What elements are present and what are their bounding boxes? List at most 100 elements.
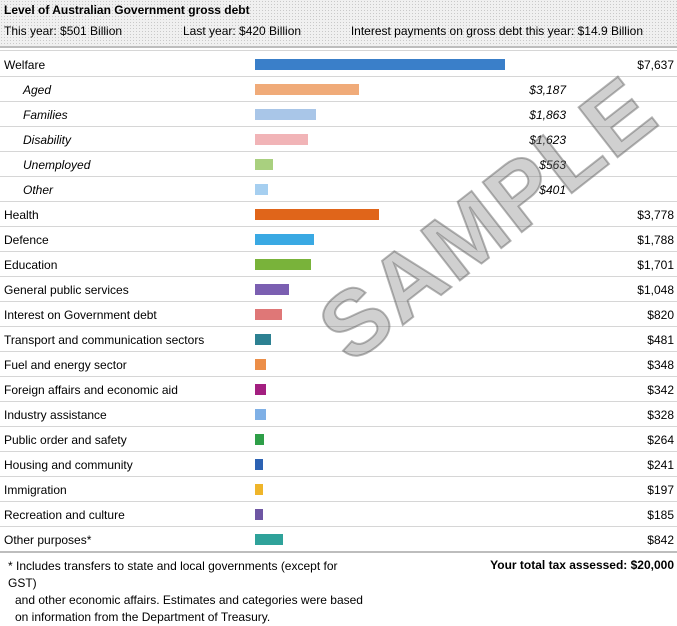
bar-row: Defence $1,788 (0, 227, 677, 252)
row-divider (0, 426, 677, 427)
row-divider (0, 301, 677, 302)
bar-label: General public services (4, 283, 129, 297)
bar-label: Transport and communication sectors (4, 333, 205, 347)
bar-row: Welfare $7,637 (0, 52, 677, 77)
row-divider (0, 501, 677, 502)
footnote-line-1: * Includes transfers to state and local … (8, 559, 338, 590)
bar-label: Housing and community (4, 458, 133, 472)
footnote-line-3: on information from the Department of Tr… (15, 610, 271, 624)
bar-label: Education (4, 258, 58, 272)
bar-value-label: $3,187 (529, 83, 566, 97)
bar-row: Fuel and energy sector $348 (0, 352, 677, 377)
row-divider (0, 376, 677, 377)
row-divider (0, 226, 677, 227)
bar-value-label: $481 (647, 333, 674, 347)
bar-label: Health (4, 208, 39, 222)
row-divider (0, 151, 677, 152)
bar (255, 59, 505, 70)
bar-label: Public order and safety (4, 433, 127, 447)
bar-label: Interest on Government debt (4, 308, 157, 322)
bar-label: Other (23, 183, 54, 197)
bar-value-label: $328 (647, 408, 674, 422)
bar-label: Fuel and energy sector (4, 358, 127, 372)
bar-value-label: $1,623 (529, 133, 566, 147)
bar-row: Recreation and culture $185 (0, 502, 677, 527)
bar-label: Unemployed (23, 158, 91, 172)
header-divider-thin (0, 50, 677, 51)
bar-label: Welfare (4, 58, 46, 72)
footnote: * Includes transfers to state and local … (8, 558, 368, 626)
bar (255, 459, 263, 470)
bar-value-label: $820 (647, 308, 674, 322)
bar-value-label: $842 (647, 533, 674, 547)
row-divider (0, 101, 677, 102)
bar (255, 259, 311, 270)
bar-row: Foreign affairs and economic aid $342 (0, 377, 677, 402)
bar-value-label: $197 (647, 483, 674, 497)
bar (255, 434, 264, 445)
row-divider (0, 326, 677, 327)
bar (255, 209, 379, 220)
bar-value-label: $241 (647, 458, 674, 472)
bar (255, 84, 359, 95)
bar-row: Other $401 (0, 177, 677, 202)
bar-row: Families $1,863 (0, 102, 677, 127)
bar (255, 109, 316, 120)
bar-row: Transport and communication sectors $481 (0, 327, 677, 352)
row-divider (0, 276, 677, 277)
bar (255, 509, 263, 520)
chart-title: Level of Australian Government gross deb… (4, 3, 250, 17)
bar (255, 484, 263, 495)
header-panel: Level of Australian Government gross deb… (0, 0, 677, 46)
header-divider (0, 46, 677, 48)
row-divider (0, 126, 677, 127)
bar-label: Industry assistance (4, 408, 107, 422)
bar-row: Interest on Government debt $820 (0, 302, 677, 327)
bar (255, 334, 271, 345)
bar (255, 534, 283, 545)
bar-value-label: $401 (539, 183, 566, 197)
row-divider (0, 351, 677, 352)
bar-row: Public order and safety $264 (0, 427, 677, 452)
bar-row: Industry assistance $328 (0, 402, 677, 427)
bar (255, 134, 308, 145)
row-divider (0, 176, 677, 177)
bar-label: Recreation and culture (4, 508, 125, 522)
bar-value-label: $264 (647, 433, 674, 447)
bar (255, 309, 282, 320)
bar-label: Aged (23, 83, 52, 97)
bar (255, 384, 266, 395)
last-year-debt: Last year: $420 Billion (183, 24, 302, 38)
bar (255, 409, 266, 420)
row-divider (0, 251, 677, 252)
row-divider (0, 526, 677, 527)
bar-label: Families (23, 108, 68, 122)
bar-value-label: $3,778 (637, 208, 674, 222)
bar-value-label: $1,048 (637, 283, 674, 297)
row-divider (0, 201, 677, 202)
total-tax-assessed: Your total tax assessed: $20,000 (490, 558, 674, 572)
bar-row: Disability $1,623 (0, 127, 677, 152)
bar-row: Unemployed $563 (0, 152, 677, 177)
bar-value-label: $1,701 (637, 258, 674, 272)
bar-label: Foreign affairs and economic aid (4, 383, 178, 397)
bar-row: Health $3,778 (0, 202, 677, 227)
bar (255, 359, 266, 370)
bar-row: Education $1,701 (0, 252, 677, 277)
bar (255, 184, 268, 195)
bar-value-label: $563 (539, 158, 566, 172)
bar (255, 284, 289, 295)
bar-value-label: $185 (647, 508, 674, 522)
bar-row: Other purposes* $842 (0, 527, 677, 552)
row-divider (0, 76, 677, 77)
row-divider (0, 451, 677, 452)
bar-row: Immigration $197 (0, 477, 677, 502)
bar (255, 234, 314, 245)
interest-payments: Interest payments on gross debt this yea… (350, 24, 643, 38)
bar-label: Defence (4, 233, 49, 247)
bar-value-label: $7,637 (637, 58, 674, 72)
bar-row: General public services $1,048 (0, 277, 677, 302)
bar-value-label: $348 (647, 358, 674, 372)
footnote-line-2: and other economic affairs. Estimates an… (15, 593, 363, 607)
row-divider (0, 476, 677, 477)
